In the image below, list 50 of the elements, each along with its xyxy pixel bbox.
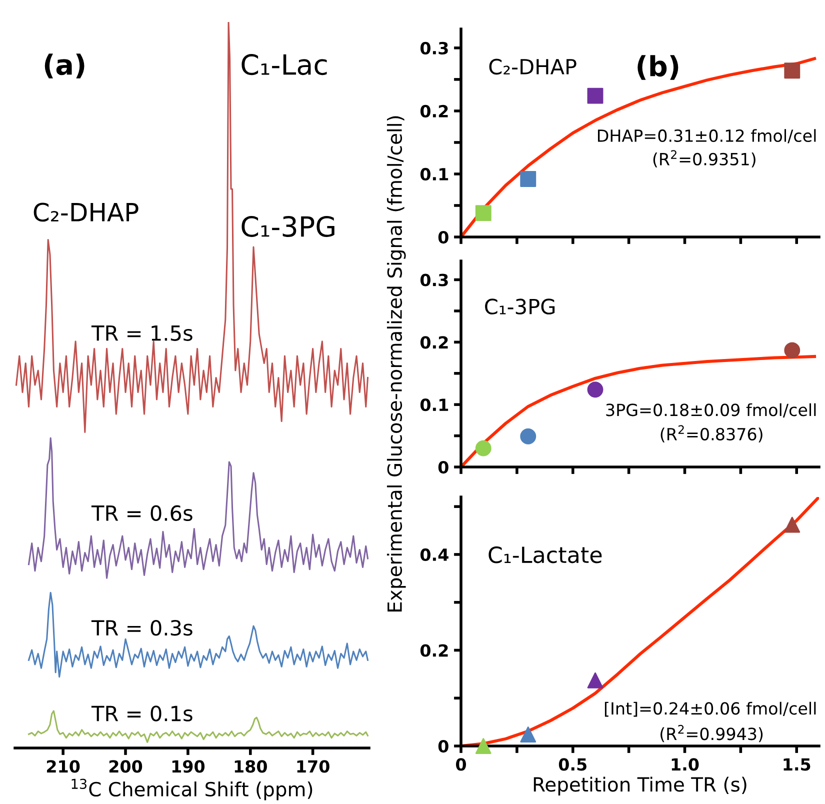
point — [784, 62, 800, 79]
point — [520, 726, 536, 742]
y-tick-label: 0 — [438, 740, 448, 753]
annotation: TR = 1.5s — [91, 325, 192, 341]
y-tick-label: 0.2 — [420, 104, 448, 118]
x-tick-label: 170 — [297, 760, 330, 773]
annotation: TR = 0.6s — [91, 505, 192, 521]
annotation: (b) — [638, 55, 678, 80]
annotation: C₁-Lactate — [488, 546, 602, 564]
annotation: C₁-3PG — [485, 298, 555, 314]
x-tick-label: 210 — [46, 760, 80, 773]
point — [475, 205, 492, 222]
point — [520, 171, 536, 187]
y-tick-label: 0.1 — [420, 398, 448, 412]
x-tick-label: 200 — [109, 760, 142, 773]
annotation: 3PG=0.18±0.09 fmol/cell — [606, 403, 816, 418]
annotation: C₁-Lac — [242, 54, 327, 76]
x-tick-label: 1.5 — [784, 758, 810, 771]
x-tick-label: 0 — [456, 758, 466, 771]
y-tick-label: 0.3 — [420, 274, 448, 286]
annotation: (R$^{2}$=0.8376) — [660, 425, 762, 442]
annotation: C₂-DHAP — [489, 58, 576, 75]
y-tick-label: 0 — [438, 460, 448, 474]
y-tick-label: 0.2 — [420, 336, 448, 349]
annotation: (a) — [44, 54, 84, 78]
point — [784, 516, 800, 533]
y-axis-title: Experimental Glucose-normalized Signal (fmol/cell) — [386, 116, 406, 612]
line-series — [461, 57, 816, 237]
point — [475, 738, 492, 754]
x-tick-label: 0.5 — [558, 758, 586, 771]
annotation: TR = 0.1s — [91, 706, 192, 722]
annotation: C₂-DHAP — [34, 202, 138, 222]
annotation: (R$^{2}$=0.9351) — [653, 150, 756, 168]
x-tick-label: 190 — [172, 760, 205, 773]
annotation: (R$^{2}$=0.9943) — [660, 724, 763, 742]
y-tick-label: 0.3 — [420, 42, 448, 54]
annotation: [Int]=0.24±0.06 fmol/cell — [604, 702, 816, 717]
annotation: TR = 0.3s — [91, 620, 192, 636]
y-tick-label: 0.2 — [420, 644, 448, 657]
y-tick-label: 0 — [438, 230, 448, 244]
annotation: DHAP=0.31±0.12 fmol/cel — [598, 129, 816, 144]
x-axis-title: $^{13}$C Chemical Shift (ppm) — [72, 778, 312, 800]
annotation: C₁-3PG — [242, 216, 334, 237]
x-axis-title: Repetition Time TR (s) — [534, 776, 746, 796]
point — [587, 672, 604, 688]
point — [587, 88, 604, 104]
y-tick-label: 0.4 — [420, 548, 448, 562]
y-tick-label: 0.1 — [420, 168, 448, 181]
x-tick-label: 180 — [234, 760, 267, 773]
x-tick-label: 1.0 — [672, 758, 699, 771]
